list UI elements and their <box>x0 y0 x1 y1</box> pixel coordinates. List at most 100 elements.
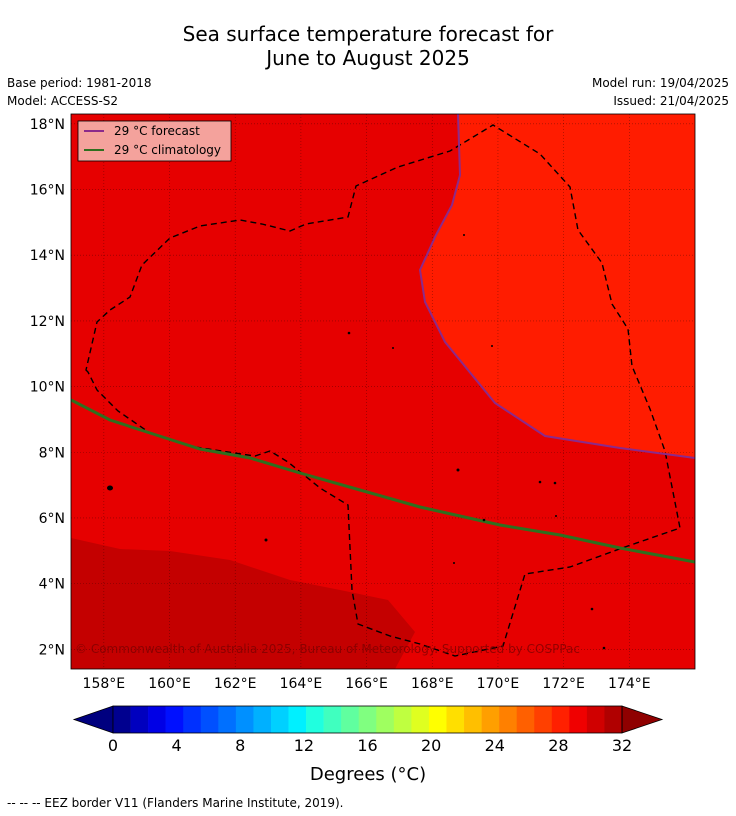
colorbar-segment <box>235 706 254 733</box>
colorbar-under-arrow <box>72 705 114 734</box>
lon-tick-label: 166°E <box>345 676 388 692</box>
legend-box <box>77 120 232 162</box>
colorbar-segment <box>306 706 324 733</box>
lon-tick-label: 158°E <box>83 676 126 692</box>
colorbar-segment <box>516 706 535 733</box>
colorbar-segment <box>148 706 166 733</box>
latitude-labels: 18°N 16°N 14°N 12°N 10°N 8°N 6°N 4°N 2°N <box>30 117 65 658</box>
colorbar-segment <box>165 706 184 733</box>
lon-tick-label: 168°E <box>411 676 454 692</box>
island-marker <box>107 485 113 491</box>
colorbar-segment <box>218 706 237 733</box>
lon-tick-label: 172°E <box>542 676 585 692</box>
lon-tick-label: 162°E <box>214 676 257 692</box>
colorbar-segment <box>288 706 307 733</box>
lat-tick-label: 8°N <box>39 445 65 461</box>
lat-tick-label: 14°N <box>30 248 65 264</box>
island-marker <box>602 646 606 650</box>
lat-tick-label: 10°N <box>30 380 65 396</box>
colorbar-segment <box>358 706 377 733</box>
island-marker <box>264 538 268 542</box>
colorbar-title: Degrees (°C) <box>310 764 426 785</box>
forecast-map: © Commonwealth of Australia 2025, Bureau… <box>30 113 696 785</box>
colorbar-segment <box>113 706 131 733</box>
island-marker <box>453 562 455 564</box>
colorbar-segment <box>393 706 412 733</box>
colorbar-segment <box>534 706 553 733</box>
island-marker <box>463 234 465 236</box>
climatology-29c-contour <box>71 398 695 564</box>
lon-tick-label: 170°E <box>477 676 520 692</box>
longitude-labels: 158°E 160°E 162°E 164°E 166°E 168°E 170°E 172°E… <box>83 676 651 692</box>
sst-region-warm <box>420 114 695 458</box>
model-run: Model run: 19/04/2025 <box>591 76 729 90</box>
colorbar-tick-label: 4 <box>172 736 182 755</box>
colorbar-segment <box>130 706 149 733</box>
lat-tick-label: 16°N <box>30 183 65 199</box>
legend-forecast-label: 29 °C forecast <box>114 124 200 138</box>
colorbar-tick-label: 8 <box>235 736 245 755</box>
map-frame <box>70 113 696 670</box>
colorbar-tick-label: 0 <box>108 736 118 755</box>
lat-tick-label: 4°N <box>39 577 65 593</box>
colorbar-segment <box>323 706 342 733</box>
colorbar-segment <box>499 706 517 733</box>
meta-right: Model run: 19/04/2025 Issued: 21/04/2025 <box>592 74 729 110</box>
colorbar-segment <box>604 706 623 733</box>
island-marker <box>491 345 493 347</box>
colorbar-segment <box>569 706 588 733</box>
island-marker <box>538 480 542 484</box>
colorbar-segment <box>446 706 465 733</box>
island-marker <box>456 468 460 472</box>
colorbar-tick-label: 24 <box>485 736 505 755</box>
title-line-2: June to August 2025 <box>266 46 470 70</box>
title-line-1: Sea surface temperature forecast for <box>182 22 554 46</box>
island-marker <box>555 515 557 517</box>
islands <box>107 234 606 650</box>
colorbar-tick-label: 32 <box>612 736 632 755</box>
chart-title: Sea surface temperature forecast for Jun… <box>0 22 736 70</box>
colorbar-tick-label: 16 <box>357 736 377 755</box>
lon-tick-label: 160°E <box>148 676 191 692</box>
base-period: Base period: 1981-2018 <box>7 76 152 90</box>
lon-tick-label: 164°E <box>280 676 323 692</box>
map-legend: 29 °C forecast 29 °C climatology <box>77 120 232 162</box>
island-marker <box>347 331 351 335</box>
colorbar-segment <box>270 706 289 733</box>
colorbar-frame <box>112 705 623 734</box>
lat-tick-label: 2°N <box>39 642 65 658</box>
colorbar-segment <box>481 706 500 733</box>
lon-tick-label: 174°E <box>608 676 651 692</box>
forecast-29c-contour <box>418 114 695 459</box>
colorbar-tick-labels: 0 4 8 12 16 20 24 28 32 <box>108 736 632 755</box>
colorbar-tick-label: 20 <box>421 736 441 755</box>
graticule <box>71 114 695 669</box>
lat-tick-label: 12°N <box>30 314 65 330</box>
eez-footnote: -- -- -- EEZ border V11 (Flanders Marine… <box>7 796 344 810</box>
colorbar-segment <box>183 706 202 733</box>
colorbar-tick-label: 12 <box>294 736 314 755</box>
model-name: Model: ACCESS-S2 <box>7 94 119 108</box>
issued-date: Issued: 21/04/2025 <box>613 94 729 108</box>
sst-region-hot <box>71 538 415 669</box>
colorbar-segment <box>253 706 272 733</box>
colorbar-segment <box>341 706 360 733</box>
colorbar-segment <box>200 706 219 733</box>
island-marker <box>553 481 557 485</box>
colorbar-segment <box>411 706 430 733</box>
legend-climatology-label: 29 °C climatology <box>114 143 221 157</box>
colorbar-segment <box>376 706 395 733</box>
lat-tick-label: 18°N <box>30 117 65 133</box>
colorbar-over-arrow <box>621 705 664 734</box>
lat-tick-label: 6°N <box>39 511 65 527</box>
colorbar-segment <box>428 706 447 733</box>
colorbar-segment <box>464 706 482 733</box>
colorbar-segment <box>586 706 605 733</box>
island-marker <box>482 518 486 522</box>
copyright-text: © Commonwealth of Australia 2025, Bureau… <box>75 642 580 656</box>
meta-left: Base period: 1981-2018 Model: ACCESS-S2 <box>7 74 152 110</box>
colorbar-tick-label: 28 <box>548 736 568 755</box>
island-marker <box>392 347 394 349</box>
island-marker <box>590 607 594 611</box>
colorbar <box>72 705 664 734</box>
